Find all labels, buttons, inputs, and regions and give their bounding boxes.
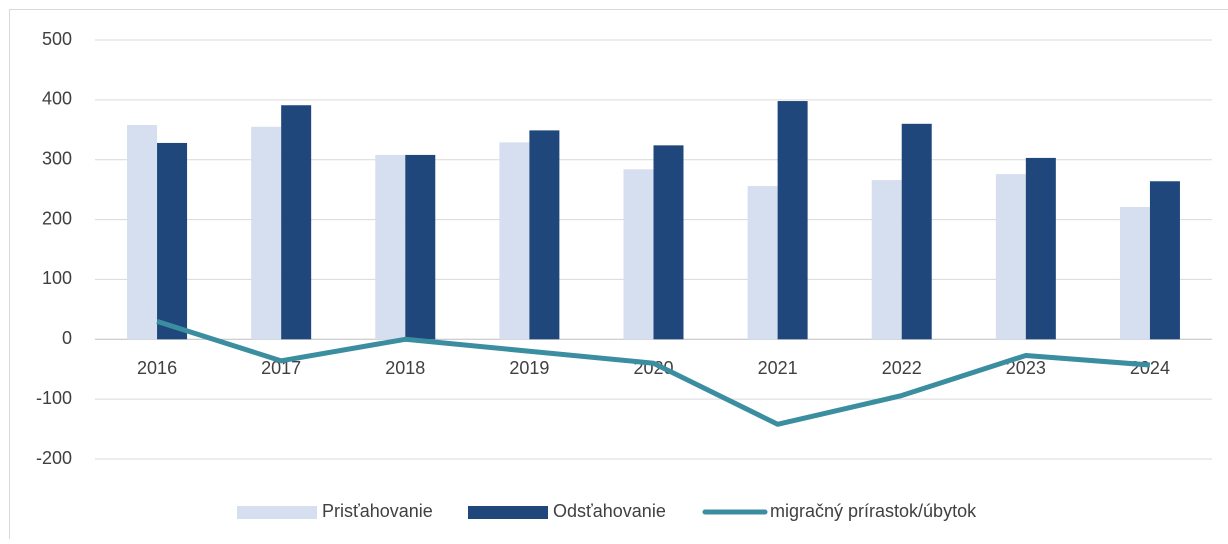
x-tick-label: 2019 xyxy=(509,358,549,378)
legend-label: migračný prírastok/úbytok xyxy=(770,501,977,521)
y-tick-label: 500 xyxy=(42,29,72,49)
bar xyxy=(996,174,1026,339)
y-tick-label: -200 xyxy=(36,448,72,468)
legend-label: Odsťahovanie xyxy=(553,501,666,521)
legend-swatch xyxy=(468,506,548,519)
bar xyxy=(654,145,684,339)
y-tick-label: 300 xyxy=(42,148,72,168)
y-tick-label: 400 xyxy=(42,89,72,109)
bar xyxy=(1026,158,1056,339)
bar xyxy=(1150,181,1180,339)
bar xyxy=(405,155,435,339)
bar xyxy=(499,142,529,339)
bar xyxy=(157,143,187,339)
bar xyxy=(748,186,778,339)
bar xyxy=(251,127,281,339)
legend-swatch xyxy=(237,506,317,519)
y-tick-label: 200 xyxy=(42,208,72,228)
x-tick-label: 2022 xyxy=(882,358,922,378)
bar xyxy=(1120,207,1150,339)
y-tick-label: -100 xyxy=(36,388,72,408)
x-tick-label: 2018 xyxy=(385,358,425,378)
bar xyxy=(872,180,902,339)
bar xyxy=(624,169,654,339)
x-tick-label: 2016 xyxy=(137,358,177,378)
bar xyxy=(902,124,932,339)
bar xyxy=(778,101,808,339)
legend-label: Prisťahovanie xyxy=(322,501,433,521)
bar xyxy=(529,130,559,339)
y-tick-label: 100 xyxy=(42,268,72,288)
bar xyxy=(375,155,405,339)
bar xyxy=(127,125,157,339)
bar xyxy=(281,105,311,339)
x-tick-label: 2024 xyxy=(1130,358,1170,378)
x-tick-label: 2021 xyxy=(758,358,798,378)
y-tick-label: 0 xyxy=(62,328,72,348)
